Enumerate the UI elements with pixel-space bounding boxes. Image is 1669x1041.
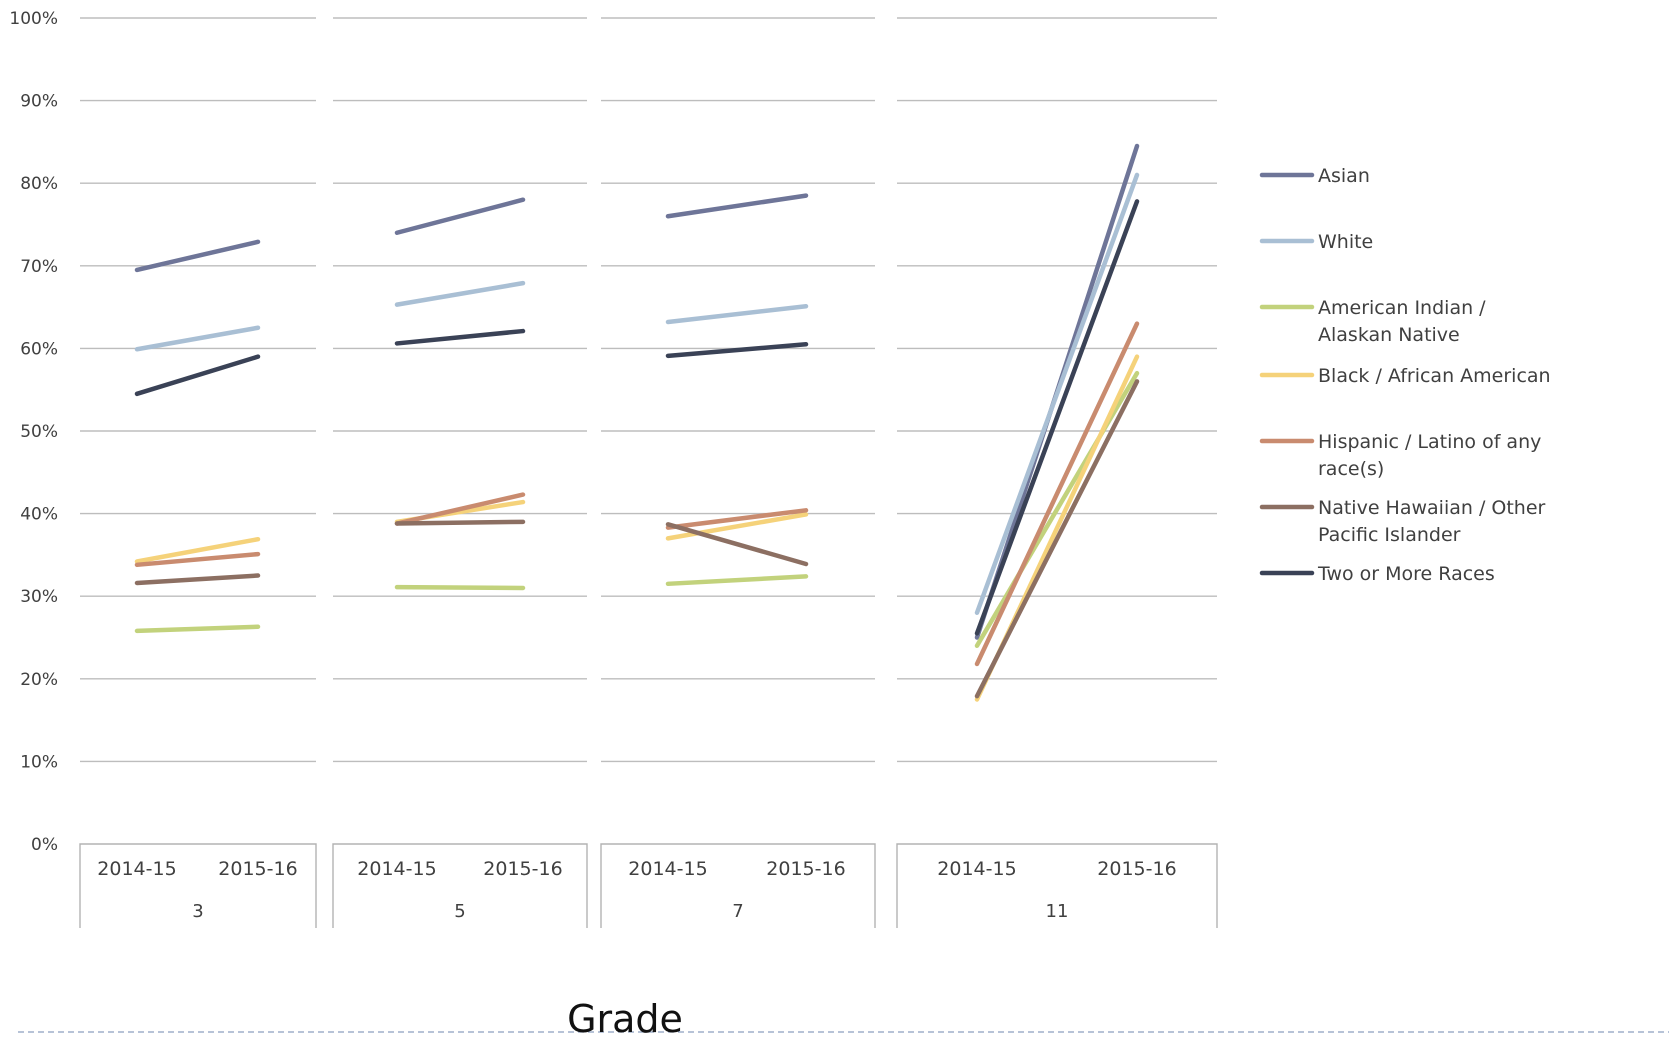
series-line (134, 536, 261, 564)
x-tick-label: 2015-16 (766, 858, 845, 880)
legend-label: Asian (1318, 165, 1370, 187)
y-tick-label: 40% (20, 505, 58, 525)
x-axis-title: Grade (567, 997, 683, 1041)
y-axis-ticks: 0% 10% 20% 30% 40% 50% 60% 70% 80% 90% 100% (9, 9, 58, 855)
series-line (665, 193, 809, 219)
grade-panel-frame (896, 843, 1218, 928)
y-tick-label: 30% (20, 587, 58, 607)
y-tick-label: 80% (20, 174, 58, 194)
series-line (394, 280, 526, 307)
series-line (394, 197, 526, 236)
series-line (665, 574, 809, 587)
y-tick-label: 60% (20, 339, 58, 359)
grade-panels (79, 843, 1218, 928)
y-tick-label: 100% (9, 9, 58, 29)
grade-panel-frame (79, 843, 317, 928)
series-line (134, 551, 261, 568)
legend-label: American Indian / Alaskan Native (1318, 297, 1486, 346)
y-tick-label: 0% (31, 835, 58, 855)
x-tick-label: 2014-15 (357, 858, 436, 880)
series-line (394, 492, 526, 526)
x-tick-label: 2014-15 (628, 858, 707, 880)
series-line (394, 328, 526, 346)
x-tick-label: 2015-16 (218, 858, 297, 880)
series-line (974, 321, 1140, 667)
series-line (974, 199, 1140, 636)
series-line (134, 354, 261, 397)
series-line (665, 508, 809, 530)
grade-label: 11 (1046, 901, 1069, 922)
x-tick-label: 2014-15 (97, 858, 176, 880)
series-line (665, 304, 809, 325)
series-line (134, 573, 261, 586)
grade-label: 7 (732, 901, 743, 922)
series-line (974, 379, 1140, 699)
legend-label: Two or More Races (1317, 563, 1495, 585)
legend-label: Native Hawaiian / Other Pacific Islander (1318, 497, 1546, 546)
x-tick-label: 2014-15 (937, 858, 1016, 880)
series-line (134, 624, 261, 634)
gridlines (80, 17, 1217, 763)
grade-panel-frame (600, 843, 876, 928)
grade-panel-frame (332, 843, 588, 928)
y-tick-label: 20% (20, 670, 58, 690)
series-line (134, 325, 261, 352)
legend: Asian White American Indian / Alaskan Nativ… (1259, 165, 1551, 585)
grade-label: 5 (454, 901, 465, 922)
legend-label: Hispanic / Latino of any race(s) (1318, 431, 1541, 480)
series-line (394, 519, 526, 526)
series-line (974, 172, 1140, 615)
series-line (665, 522, 809, 567)
x-axis-ticks: 2014-15 2015-16 3 2014-15 2015-16 5 2014-15 201… (97, 858, 1176, 922)
y-tick-label: 90% (20, 92, 58, 112)
x-tick-label: 2015-16 (483, 858, 562, 880)
series-line (394, 584, 526, 591)
x-tick-label: 2015-16 (1097, 858, 1176, 880)
series-lines (134, 143, 1140, 702)
y-tick-label: 70% (20, 257, 58, 277)
series-line (665, 512, 809, 541)
grade-label: 3 (192, 901, 203, 922)
legend-label: White (1318, 231, 1373, 253)
series-line (134, 239, 261, 273)
legend-label: Black / African American (1318, 365, 1551, 387)
y-tick-label: 50% (20, 422, 58, 442)
y-tick-label: 10% (20, 752, 58, 772)
series-line (665, 342, 809, 359)
